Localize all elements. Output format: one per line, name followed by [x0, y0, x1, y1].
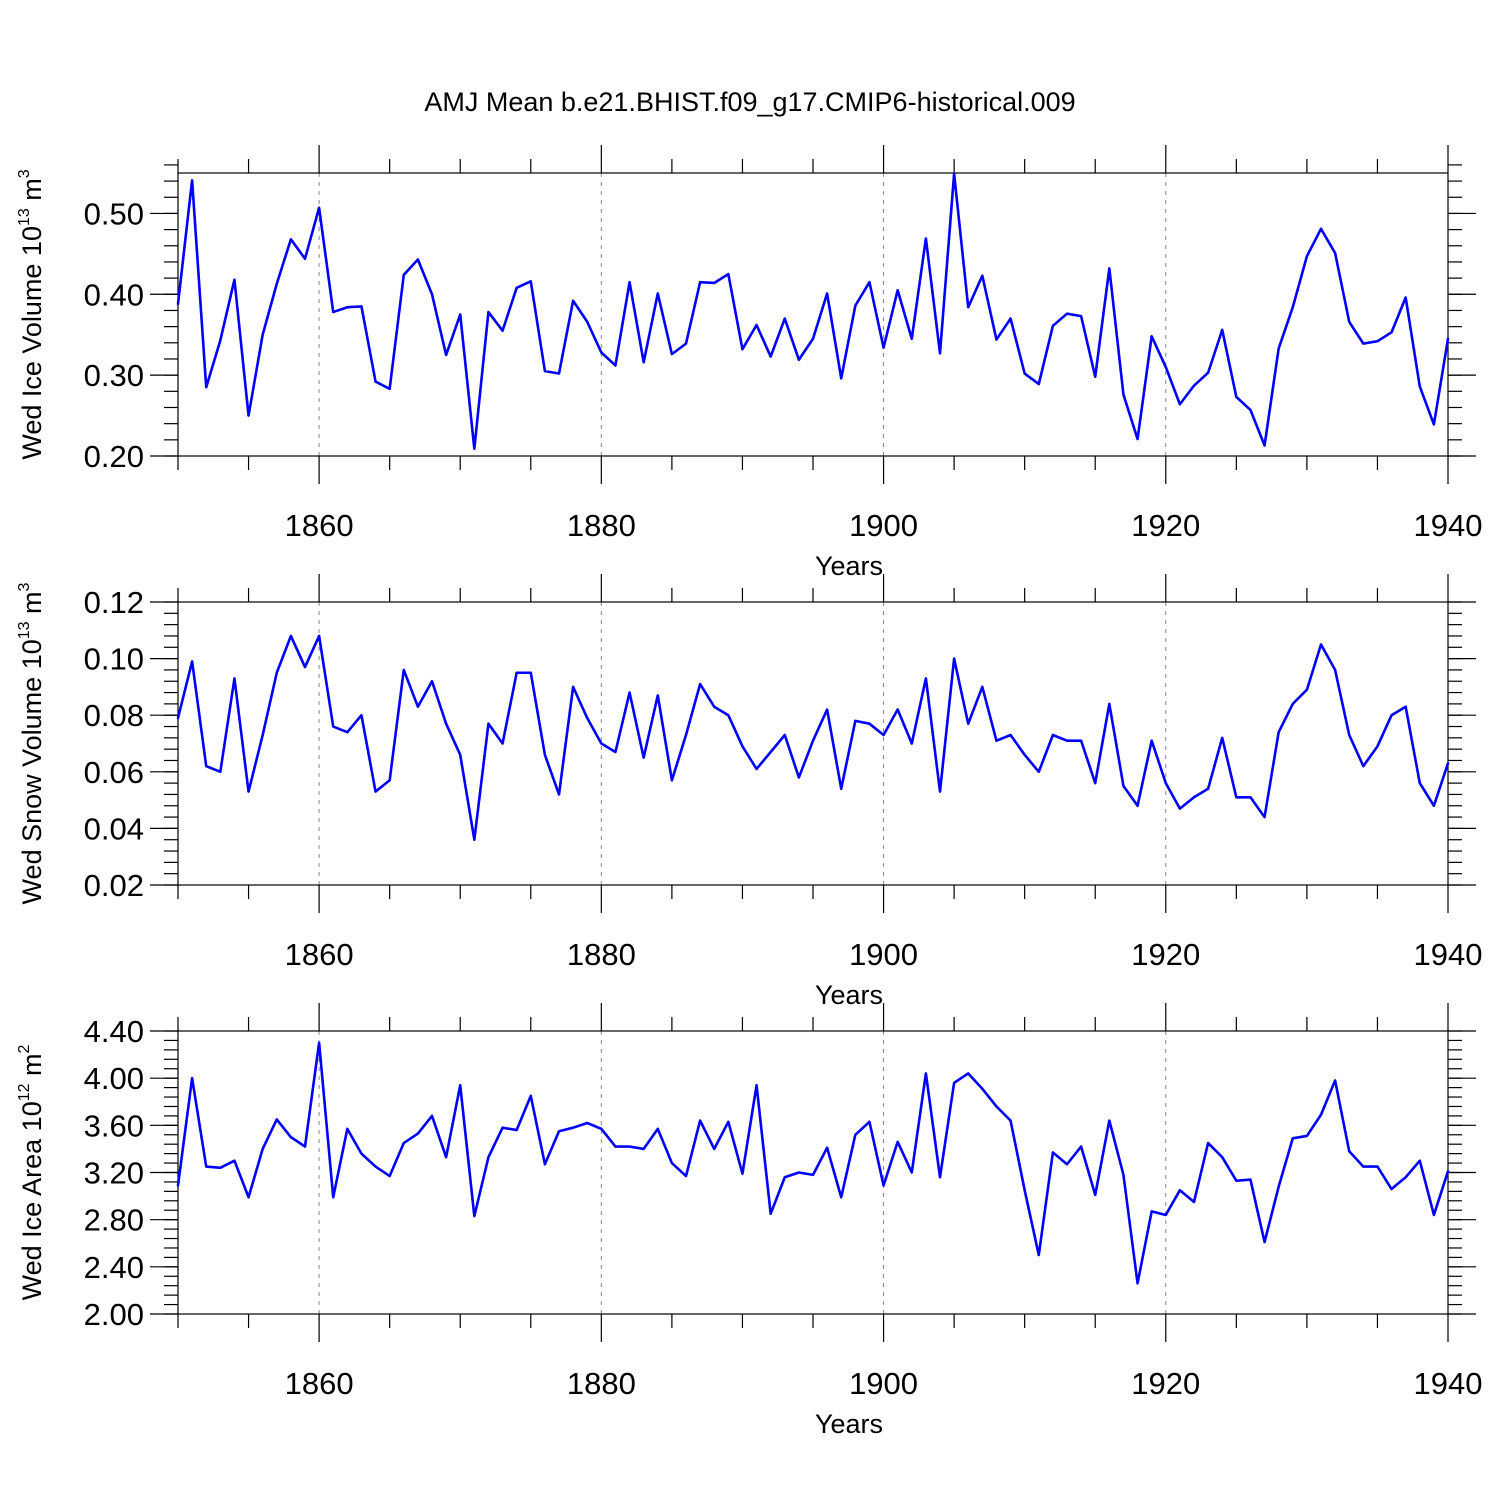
- y-tick-label: 4.40: [84, 1014, 144, 1049]
- y-tick-label: 0.50: [84, 196, 144, 231]
- series-line: [176, 1041, 1450, 1285]
- y-tick-label: 0.04: [84, 811, 144, 846]
- y-tick-label: 0.10: [84, 642, 144, 677]
- y-tick-label: 0.02: [84, 868, 144, 903]
- series-line: [176, 634, 1450, 842]
- x-tick-label: 1860: [285, 1366, 354, 1401]
- y-tick-label: 0.40: [84, 277, 144, 312]
- x-tick-label: 1900: [849, 1366, 918, 1401]
- plot-frame: [177, 172, 1449, 457]
- x-tick-label: 1940: [1414, 1366, 1483, 1401]
- panel-3: 1860 1880 1900 1920 1940 Years 2.00 2.40 2.80 3.2…: [16, 1003, 1482, 1439]
- y-tick-label: 0.12: [84, 585, 144, 620]
- y-tick-label: 2.00: [84, 1297, 144, 1332]
- y-tick-label: 3.60: [84, 1108, 144, 1143]
- y-tick-label: 2.80: [84, 1203, 144, 1238]
- x-tick-label: 1920: [1131, 937, 1200, 972]
- y-tick-label: 0.06: [84, 755, 144, 790]
- x-tick-label: 1860: [285, 937, 354, 972]
- x-axis-label: Years: [815, 1409, 883, 1439]
- panel-1: 1860 1880 1900 1920 1940 Years 0.20 0.30 0.40 0.5…: [16, 145, 1482, 581]
- y-axis-label: Wed Ice Volume 1013 m3: [16, 169, 47, 459]
- y-tick-label: 0.20: [84, 439, 144, 474]
- y-tick-label: 0.08: [84, 698, 144, 733]
- x-tick-label: 1860: [285, 508, 354, 543]
- x-axis-label: Years: [815, 551, 883, 581]
- y-tick-label: 3.20: [84, 1156, 144, 1191]
- y-tick-label: 2.40: [84, 1250, 144, 1285]
- series-line: [176, 172, 1450, 451]
- figure-title: AMJ Mean b.e21.BHIST.f09_g17.CMIP6-histo…: [424, 87, 1075, 117]
- x-tick-label: 1880: [567, 508, 636, 543]
- x-tick-label: 1920: [1131, 1366, 1200, 1401]
- panel-2: 1860 1880 1900 1920 1940 Years 0.02 0.04 0.06 0.0…: [16, 574, 1482, 1010]
- y-axis-label: Wed Snow Volume 1013 m3: [16, 582, 47, 904]
- y-axis-label: Wed Ice Area 1012 m2: [16, 1044, 47, 1300]
- x-tick-label: 1880: [567, 937, 636, 972]
- x-tick-label: 1940: [1414, 937, 1483, 972]
- x-axis-label: Years: [815, 980, 883, 1010]
- x-tick-label: 1940: [1414, 508, 1483, 543]
- x-tick-label: 1880: [567, 1366, 636, 1401]
- x-tick-label: 1920: [1131, 508, 1200, 543]
- y-tick-label: 4.00: [84, 1061, 144, 1096]
- y-tick-label: 0.30: [84, 358, 144, 393]
- x-tick-label: 1900: [849, 508, 918, 543]
- x-tick-label: 1900: [849, 937, 918, 972]
